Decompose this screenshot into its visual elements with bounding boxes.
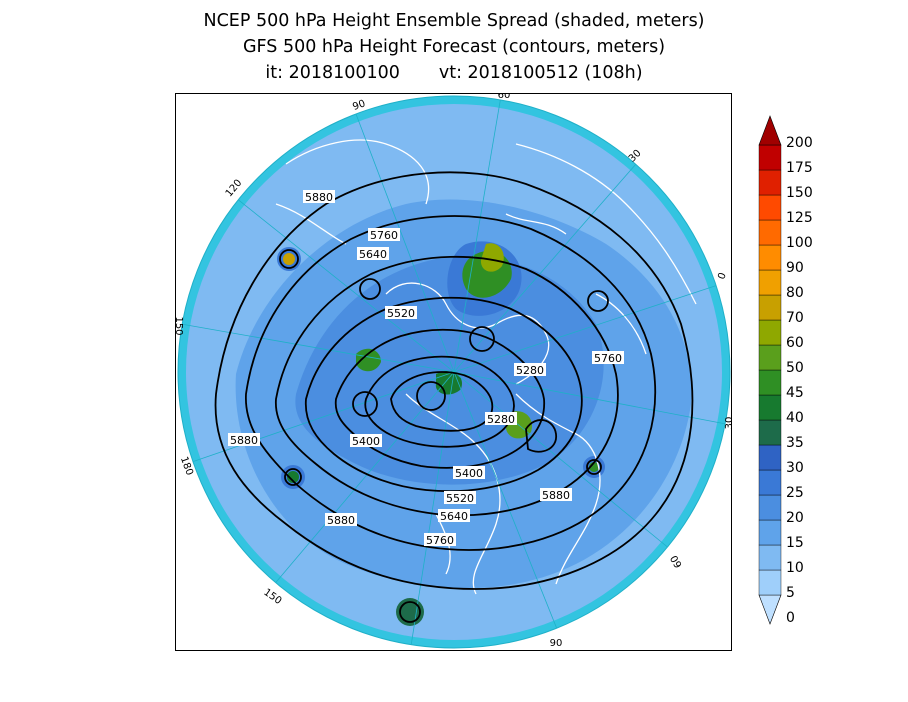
spread-region-c — [480, 243, 504, 272]
title-line-1: NCEP 500 hPa Height Ensemble Spread (sha… — [203, 11, 705, 31]
colorbar-label: 100 — [786, 235, 813, 251]
title-block: NCEP 500 hPa Height Ensemble Spread (sha… — [0, 8, 908, 86]
contour-label: 5880 — [230, 434, 258, 447]
contour-label-bg — [368, 228, 400, 241]
colorbar-box — [758, 269, 782, 296]
colorbar-label: 30 — [786, 460, 804, 476]
title-line-2: GFS 500 hPa Height Forecast (contours, m… — [242, 37, 666, 57]
colorbar-box — [758, 219, 782, 246]
colorbar-label: 20 — [786, 510, 804, 526]
title-line-3: it: 2018100100 vt: 2018100512 (108h) — [265, 63, 643, 83]
colorbar-label: 200 — [786, 135, 813, 151]
contour-label: 5880 — [305, 191, 333, 204]
colorbar-label: 60 — [786, 335, 804, 351]
colorbar-label: 150 — [786, 185, 813, 201]
colorbar-box — [758, 344, 782, 371]
contour-label-bg — [485, 412, 517, 425]
disk-outline — [177, 95, 731, 649]
colorbar-label: 125 — [786, 210, 813, 226]
colorbar-box — [758, 319, 782, 346]
contour-labels: 5880 5760 5640 5520 5280 5760 5400 5280 5880 5400… — [228, 190, 624, 547]
longitude-label: 90 — [351, 98, 367, 113]
contour-label-bg — [592, 351, 624, 364]
contour-label-bg — [228, 433, 260, 446]
spread-region-d — [356, 348, 381, 372]
map-frame: 5880 5760 5640 5520 5280 5760 5400 5280 5880 5400… — [175, 93, 732, 651]
contour-label-bg — [385, 306, 417, 319]
colorbar-box — [758, 494, 782, 521]
colorbar-box — [758, 394, 782, 421]
colorbar-boxes — [758, 115, 782, 625]
contour-label-bg — [350, 434, 382, 447]
colorbar-label: 175 — [786, 160, 813, 176]
colorbar-box — [758, 244, 782, 271]
colorbar-box — [758, 369, 782, 396]
contour-label-bg — [514, 363, 546, 376]
colorbar-box — [758, 469, 782, 496]
contour-label: 5520 — [387, 307, 415, 320]
colorbar: 0 5 10 15 20 25 30 35 40 45 50 60 70 80 90 100 125 150 175… — [758, 115, 813, 626]
longitude-label: 0 — [716, 271, 729, 281]
colorbar-box — [758, 194, 782, 221]
contour-label: 5880 — [327, 514, 355, 527]
colorbar-box-bottom — [758, 594, 782, 625]
contour-label-bg — [357, 247, 389, 260]
contour-label: 5760 — [426, 534, 454, 547]
longitude-label: 60 — [498, 94, 511, 101]
spread-spot-2-core — [287, 471, 299, 483]
contour-label: 5880 — [542, 489, 570, 502]
colorbar-box — [758, 144, 782, 171]
longitude-label: 60 — [669, 553, 685, 570]
colorbar-label: 35 — [786, 435, 804, 451]
spread-spot-1-core — [283, 253, 295, 265]
contour-label: 5400 — [455, 467, 483, 480]
colorbar-labels: 0 5 10 15 20 25 30 35 40 45 50 60 70 80 90 100 125 150 175… — [786, 135, 813, 626]
contour-label: 5520 — [446, 492, 474, 505]
contour-label: 5280 — [487, 413, 515, 426]
contour-label: 5640 — [440, 510, 468, 523]
colorbar-box — [758, 519, 782, 546]
contour-label: 5640 — [359, 248, 387, 261]
colorbar-label: 40 — [786, 410, 804, 426]
colorbar-label: 70 — [786, 310, 804, 326]
colorbar-label: 15 — [786, 535, 804, 551]
contour-label-bg — [540, 488, 572, 501]
contour-label-bg — [438, 509, 470, 522]
longitude-label: 150 — [176, 316, 184, 335]
colorbar-box — [758, 569, 782, 596]
contour-label-bg — [325, 513, 357, 526]
contour-label-bg — [453, 466, 485, 479]
colorbar-box — [758, 169, 782, 196]
contour-label: 5760 — [594, 352, 622, 365]
contour-label-bg — [444, 491, 476, 504]
colorbar-box — [758, 444, 782, 471]
colorbar-label: 45 — [786, 385, 804, 401]
longitude-label: 90 — [550, 638, 563, 649]
colorbar-label: 90 — [786, 260, 804, 276]
contour-label: 5400 — [352, 435, 380, 448]
contour-label-bg — [424, 533, 456, 546]
contour-label: 5280 — [516, 364, 544, 377]
colorbar-box — [758, 294, 782, 321]
contour-label: 5760 — [370, 229, 398, 242]
colorbar-label: 5 — [786, 585, 795, 601]
contour-label-bg — [303, 190, 335, 203]
longitude-label: 30 — [724, 417, 731, 430]
colorbar-label: 10 — [786, 560, 804, 576]
colorbar-label: 25 — [786, 485, 804, 501]
colorbar-label: 80 — [786, 285, 804, 301]
polar-map: 5880 5760 5640 5520 5280 5760 5400 5280 5880 5400… — [176, 94, 731, 649]
colorbar-box — [758, 419, 782, 446]
colorbar-box-top — [758, 115, 782, 146]
colorbar-label: 0 — [786, 610, 795, 626]
longitude-label: 150 — [261, 587, 283, 607]
colorbar-box — [758, 544, 782, 571]
colorbar-label: 50 — [786, 360, 804, 376]
